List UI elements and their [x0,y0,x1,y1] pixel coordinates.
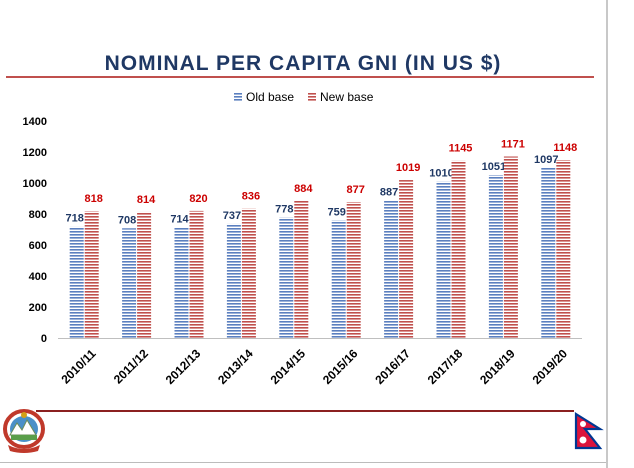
data-label-new-2016-17: 1019 [396,162,420,174]
x-tick-label: 2013/14 [215,346,256,387]
legend-swatch-new [308,93,316,101]
bar-old-base-2019-20 [541,167,556,338]
legend-label-old: Old base [246,90,294,104]
data-label-old-2013-14: 737 [223,210,241,222]
data-label-old-2017-18: 1010 [429,167,453,179]
y-tick-label: 1400 [23,116,47,128]
data-label-old-2018-19: 1051 [482,161,506,173]
bar-new-base-2019-20 [556,160,571,338]
chart-legend: Old base New base [234,90,374,104]
bar-old-base-2017-18 [436,181,451,338]
data-label-new-2014-15: 884 [294,183,313,195]
y-tick-label: 600 [29,240,47,252]
x-axis: 2010/11 2011/12 2012/13 2013/14 2014/15 2015/… [58,338,582,387]
data-label-new-2012-13: 820 [189,193,207,205]
data-label-old-2016-17: 887 [380,187,398,199]
slide-border [606,0,608,468]
legend-label-new: New base [320,90,374,104]
bar-new-base-2010-11 [84,211,99,338]
data-label-new-2017-18: 1145 [449,143,473,155]
y-tick-label: 0 [41,333,47,345]
legend-swatch-old [234,93,242,101]
nepal-flag-icon [574,412,604,450]
x-tick-label: 2019/20 [530,346,571,387]
data-label-new-2019-20: 1148 [553,142,577,154]
y-tick-label: 1000 [23,178,47,190]
bar-new-base-2018-19 [503,156,518,338]
bar-new-base-2012-13 [189,210,204,338]
bar-new-base-2013-14 [241,208,256,338]
y-tick-label: 200 [29,302,47,314]
bar-old-base-2010-11 [69,226,84,338]
y-tick-label: 1200 [23,147,47,159]
x-tick-label: 2014/15 [268,346,309,387]
y-tick-label: 400 [29,271,47,283]
chart-area: Old base New base 0 200 400 600 800 1000 1200 14… [0,84,600,414]
bar-old-base-2016-17 [384,200,399,338]
bar-old-base-2011-12 [122,228,137,338]
x-tick-label: 2010/11 [58,346,98,386]
data-label-old-2014-15: 778 [275,203,293,215]
bar-new-base-2015-16 [346,202,361,338]
bar-new-base-2017-18 [451,160,466,338]
nepal-emblem-icon [3,409,45,453]
data-label-new-2015-16: 877 [347,184,365,196]
chart-title: NOMINAL PER CAPITA GNI (IN US $) [104,52,502,75]
footer-line [0,462,606,463]
title-rule [6,76,594,78]
footer-rule [36,410,574,412]
x-tick-label: 2015/16 [320,346,361,387]
bar-old-base-2014-15 [279,217,294,338]
bar-new-base-2016-17 [399,180,414,338]
x-tick-label: 2017/18 [425,346,466,387]
x-tick-label: 2012/13 [163,346,204,387]
x-tick-label: 2011/12 [111,346,151,386]
y-tick-label: 800 [29,209,47,221]
data-label-new-2018-19: 1171 [501,138,525,150]
bar-old-base-2013-14 [226,223,241,338]
x-tick-label: 2016/17 [372,346,413,387]
bar-new-base-2011-12 [137,211,152,338]
data-label-old-2011-12: 708 [118,214,136,226]
data-label-old-2012-13: 714 [170,213,189,225]
y-axis: 0 200 400 600 800 1000 1200 1400 [23,116,47,345]
x-tick-label: 2018/19 [477,346,518,387]
bar-new-base-2014-15 [294,200,309,338]
data-label-old-2015-16: 759 [328,206,346,218]
data-label-new-2011-12: 814 [137,194,156,206]
bar-old-base-2012-13 [174,227,189,338]
bar-old-base-2018-19 [488,175,503,338]
bar-old-base-2015-16 [331,220,346,338]
data-label-old-2019-20: 1097 [534,154,558,166]
data-label-old-2010-11: 718 [66,213,84,225]
data-label-new-2013-14: 836 [242,190,260,202]
bar-chart: Old base New base 0 200 400 600 800 1000 1200 14… [23,90,582,387]
data-label-new-2010-11: 818 [85,193,103,205]
